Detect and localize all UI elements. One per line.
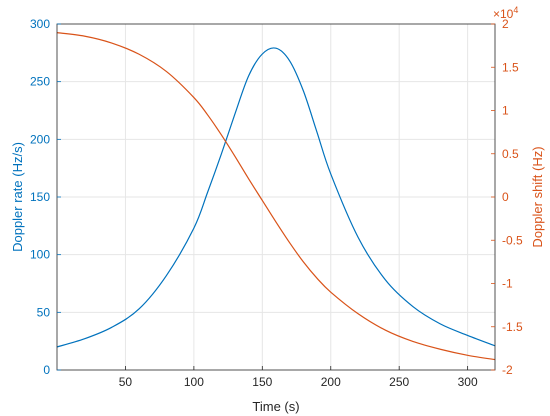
doppler-shift-line xyxy=(56,32,496,361)
y-right-tick-label: 1 xyxy=(502,104,509,118)
x-tick-label: 250 xyxy=(389,375,409,389)
left-axis-label: Doppler rate (Hz/s) xyxy=(10,142,25,252)
x-tick-label: 50 xyxy=(119,375,133,389)
x-tick-label: 150 xyxy=(252,375,272,389)
y-left-tick-label: 200 xyxy=(30,132,50,146)
left-axis-ticks: 0 50 100 150 200 250 300 xyxy=(30,17,61,377)
x-tick-label: 300 xyxy=(458,375,478,389)
right-axis-exponent-base: ×10 xyxy=(493,7,514,21)
y-left-tick-label: 300 xyxy=(30,17,50,31)
right-axis-ticks: -2 -1.5 -1 -0.5 0 0.5 1 1.5 2 xyxy=(491,17,523,377)
right-axis-label: Doppler shift (Hz) xyxy=(530,146,545,247)
right-axis-exponent-power: 4 xyxy=(513,5,518,15)
x-axis-label: Time (s) xyxy=(252,399,299,414)
y-left-tick-label: 50 xyxy=(37,305,51,319)
x-tick-label: 100 xyxy=(184,375,204,389)
y-left-tick-label: 0 xyxy=(43,363,50,377)
grid xyxy=(57,24,495,370)
y-right-tick-label: -1.5 xyxy=(502,320,523,334)
x-tick-label: 200 xyxy=(321,375,341,389)
right-axis-exponent: ×104 xyxy=(493,5,518,21)
doppler-rate-line xyxy=(56,47,496,348)
y-right-tick-label: 2 xyxy=(502,17,509,31)
y-left-tick-label: 100 xyxy=(30,248,50,262)
y-right-tick-label: -2 xyxy=(502,363,513,377)
y-right-tick-label: 1.5 xyxy=(502,60,519,74)
y-right-tick-label: -0.5 xyxy=(502,233,523,247)
y-left-tick-label: 150 xyxy=(30,190,50,204)
y-right-tick-label: 0 xyxy=(502,190,509,204)
x-axis-ticks: 50 100 150 200 250 300 xyxy=(119,366,478,389)
y-right-tick-label: -1 xyxy=(502,277,513,291)
y-right-tick-label: 0.5 xyxy=(502,147,519,161)
series-layer xyxy=(56,32,496,361)
y-left-tick-label: 250 xyxy=(30,75,50,89)
